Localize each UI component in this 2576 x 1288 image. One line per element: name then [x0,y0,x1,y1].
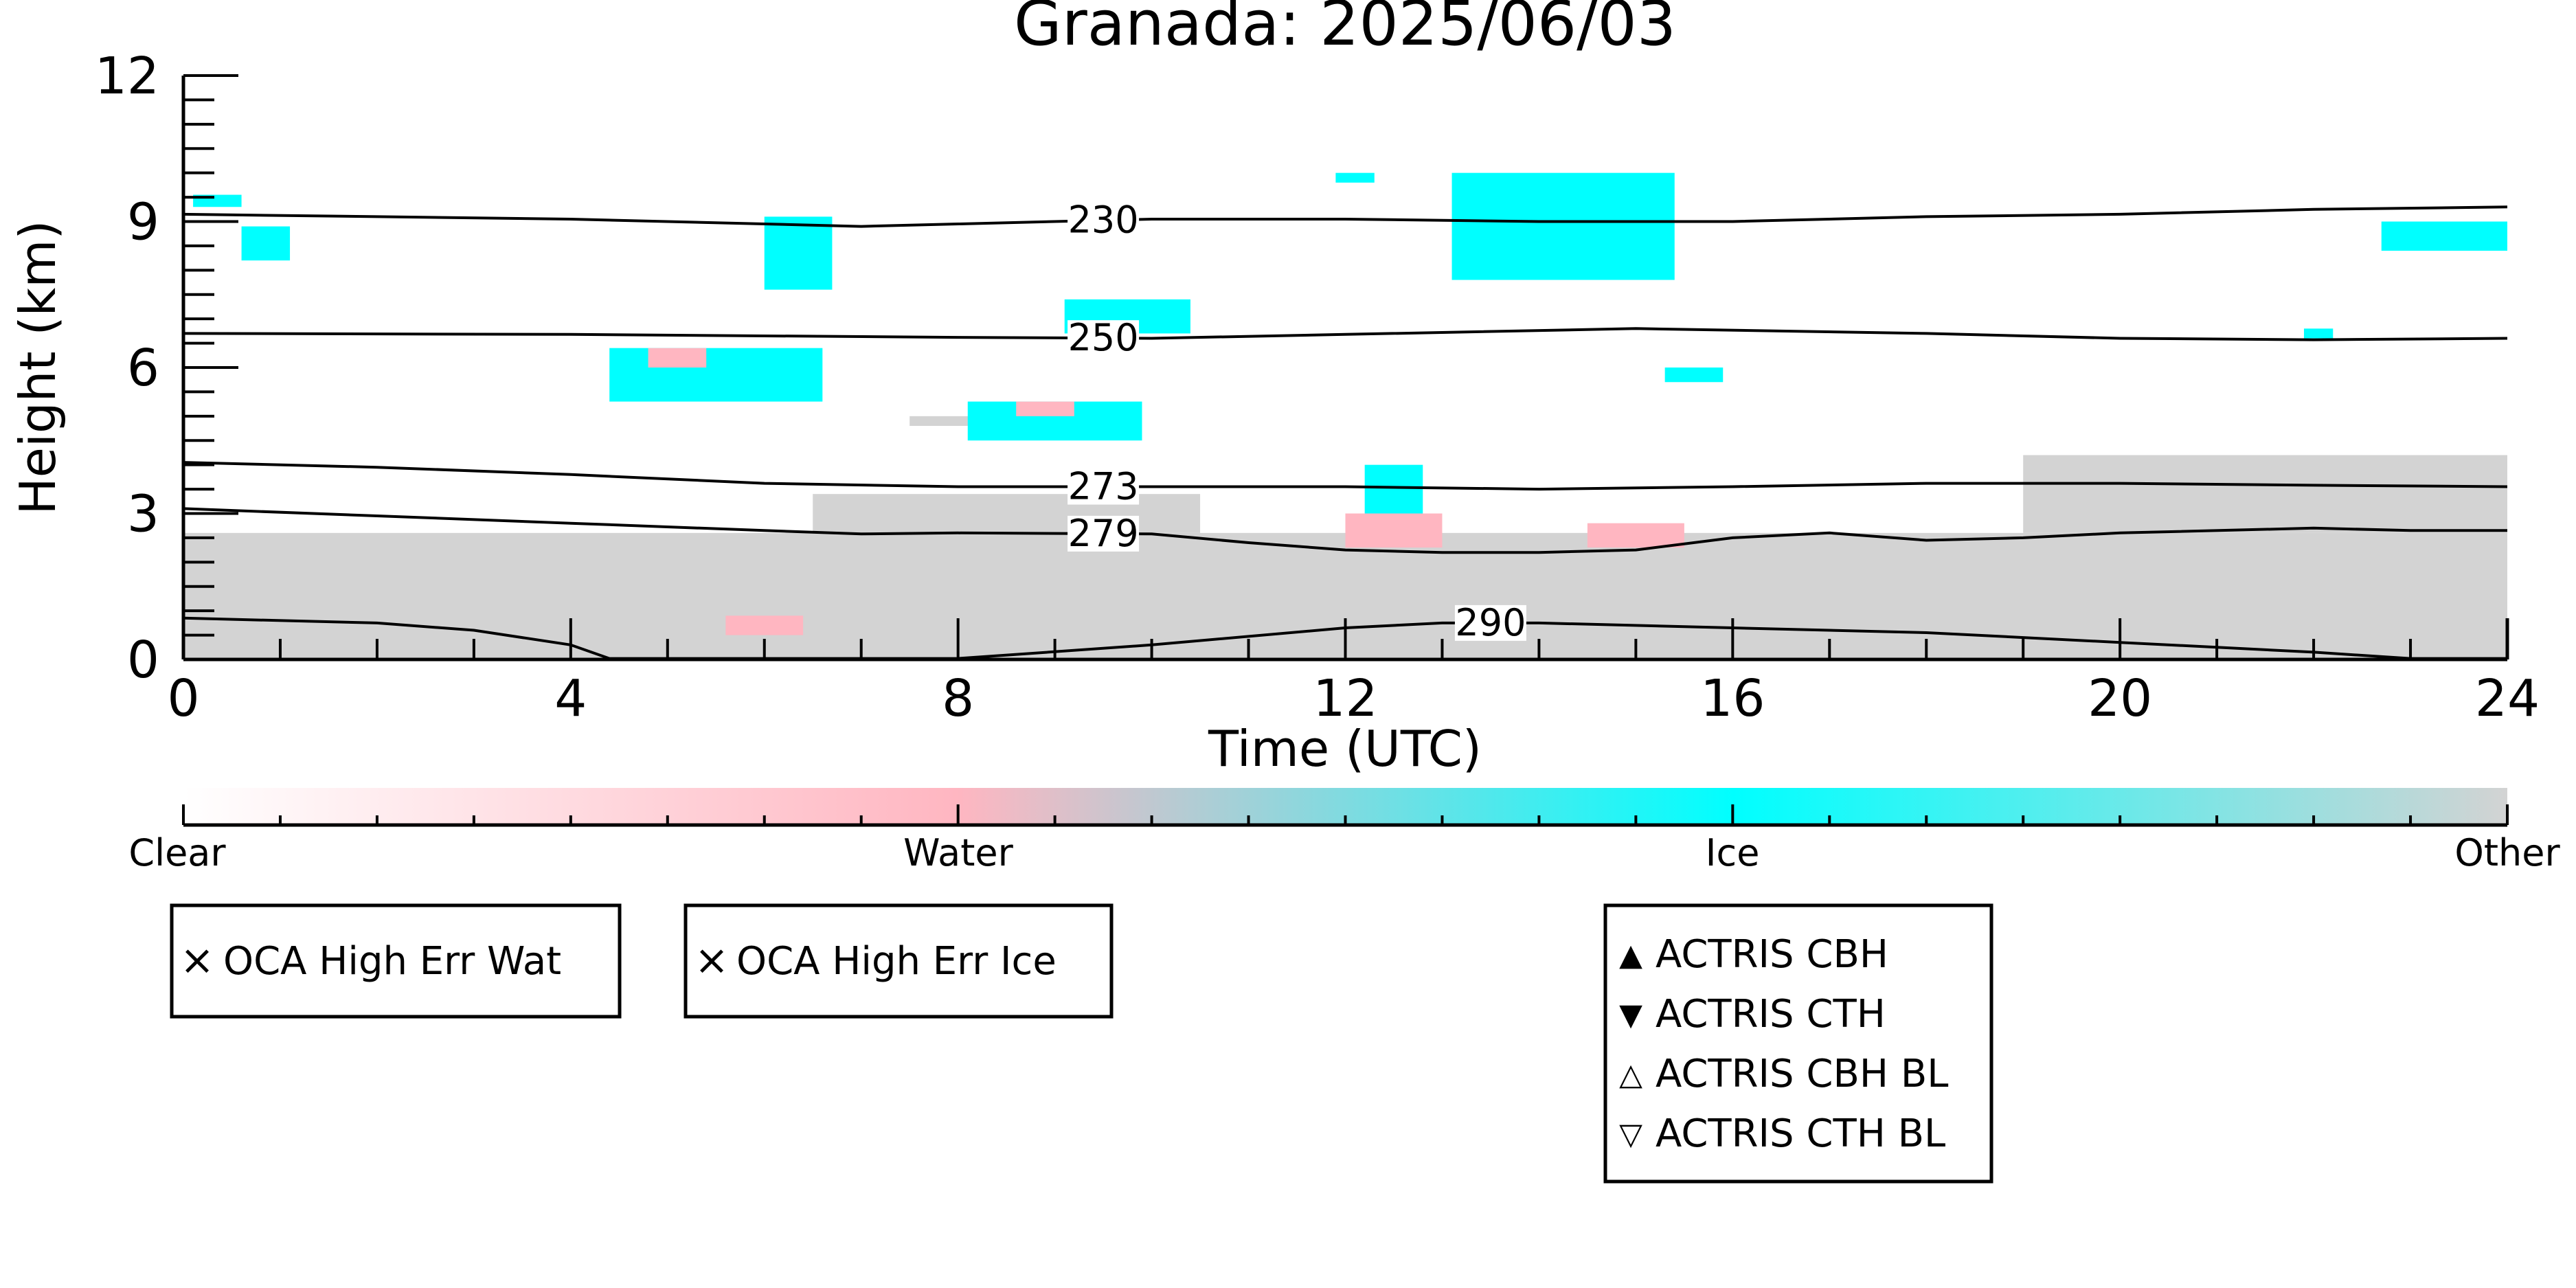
isotherm-label-bg [1067,515,1140,552]
triangle-up-icon: ▲ [1619,938,1642,973]
y-tick-label: 3 [127,485,159,544]
colorbar-ticks [182,804,2509,827]
isotherm-label-bg [1454,605,1526,641]
cross-marker-icon: × [694,936,729,984]
region-water [648,348,707,368]
y-tick-label: 9 [127,193,159,252]
colorbar-label-water: Water [903,831,1013,874]
y-tick-label: 6 [127,339,159,398]
y-tick-label: 12 [95,47,159,106]
legend-label: ACTRIS CTH [1656,992,1886,1037]
region-ice [1664,368,1724,383]
cross-marker-icon: × [180,936,214,984]
region-ice [1335,172,1375,183]
region-ice [1451,172,1675,280]
isotherm-label-290: 290 [1455,601,1526,644]
legend-label: ACTRIS CTH BL [1656,1111,1945,1156]
isotherm-250 [183,327,2507,341]
region-ice [1364,464,1423,514]
legend-actris: ▲ ACTRIS CBH ▼ ACTRIS CTH △ ACTRIS CBH B… [1603,903,1993,1184]
region-water [725,615,804,635]
colorbar-label-other: Other [2454,831,2560,874]
legend-box [683,903,1114,1019]
region-other [2023,455,2507,533]
legend-label: OCA High Err Ice [736,939,1057,984]
region-water [1016,401,1074,416]
x-tick-label: 24 [2475,669,2540,728]
legend-oca-water: × OCA High Err Wat [170,903,622,1019]
axes: 0 3 6 9 12 0 4 8 12 16 20 24 [95,47,2540,728]
isotherm-label-230: 230 [1068,199,1139,242]
legend-label: OCA High Err Wat [223,939,561,984]
isotherm-230 [183,205,2507,228]
region-ice [2381,221,2507,251]
region-other [813,494,1201,533]
colorbar-label-clear: Clear [128,831,226,874]
isotherm-label-bg [1067,202,1140,238]
x-axis-label: Time (UTC) [1208,720,1482,778]
chart-title: Granada: 2025/06/03 [1014,0,1676,60]
region-ice [764,216,833,290]
region-water [1345,513,1443,548]
region-water [1587,523,1684,548]
triangle-down-icon: ▼ [1619,997,1642,1032]
legend-label: ACTRIS CBH [1656,932,1888,977]
region-ice [609,348,823,402]
isotherm-lines [183,205,2507,659]
isotherm-273 [183,461,2507,491]
x-tick-label: 20 [2088,669,2152,728]
plot-area [183,172,2507,659]
x-tick-label: 4 [554,669,587,728]
isotherm-label-bg [1067,320,1140,357]
isotherm-279 [183,507,2507,554]
triangle-up-outline-icon: △ [1619,1057,1642,1092]
colorbar-label-ice: Ice [1706,831,1760,874]
legend-oca-ice: × OCA High Err Ice [683,903,1114,1019]
x-tick-label: 0 [167,669,199,728]
y-axis-label: Height (km) [9,221,67,515]
region-ice [2303,328,2334,339]
isotherm-label-279: 279 [1068,512,1139,555]
y-tick-label: 0 [127,631,159,690]
x-tick-label: 8 [942,669,974,728]
triangle-down-outline-icon: ▽ [1619,1117,1642,1152]
legend-box [170,903,622,1019]
colorbar: Clear Water Ice Other [128,788,2560,874]
cloud-classification-field [183,172,2507,659]
isotherm-label-250: 250 [1068,316,1139,359]
isotherm-label-273: 273 [1068,465,1139,508]
region-ice [241,226,291,261]
isotherm-label-bg [1067,468,1140,505]
x-tick-label: 12 [1313,669,1377,728]
x-tick-label: 16 [1700,669,1765,728]
legend-label: ACTRIS CBH BL [1656,1052,1948,1096]
legend-box [1603,903,1993,1184]
